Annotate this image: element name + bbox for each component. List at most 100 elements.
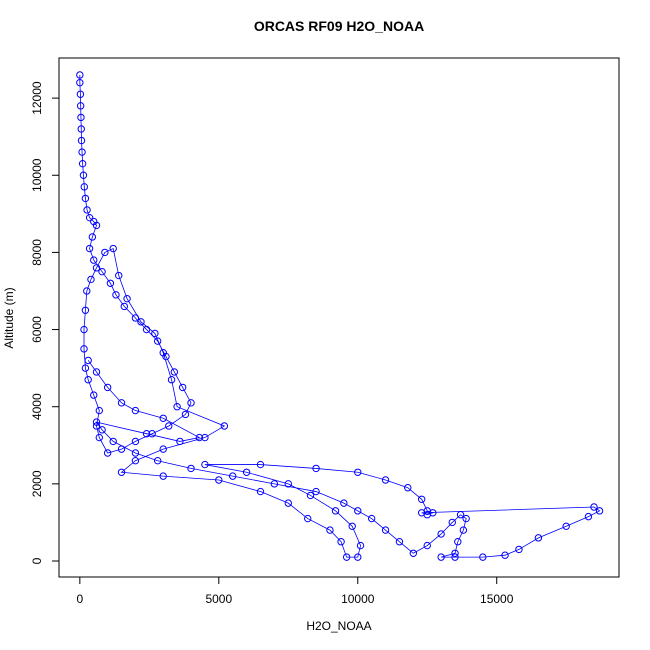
point bbox=[170, 368, 179, 376]
point bbox=[356, 541, 365, 550]
y-tick-label: 10000 bbox=[30, 158, 44, 192]
y-tick-label: 4000 bbox=[30, 393, 44, 420]
point bbox=[115, 271, 123, 280]
x-tick-label: 15000 bbox=[480, 592, 514, 606]
point bbox=[159, 414, 167, 422]
point bbox=[348, 522, 356, 530]
point bbox=[78, 159, 87, 168]
point bbox=[109, 437, 117, 446]
point bbox=[123, 294, 131, 303]
point bbox=[120, 302, 129, 311]
point bbox=[228, 472, 237, 480]
point bbox=[256, 487, 265, 496]
point bbox=[88, 233, 97, 241]
point bbox=[142, 430, 151, 438]
point bbox=[117, 468, 126, 476]
point bbox=[106, 279, 115, 287]
point bbox=[437, 553, 445, 561]
point bbox=[437, 530, 445, 538]
point bbox=[112, 291, 120, 299]
point bbox=[381, 476, 390, 484]
chart-title: ORCAS RF09 H2O_NOAA bbox=[254, 18, 424, 34]
plot-frame bbox=[58, 57, 620, 578]
point bbox=[87, 275, 95, 284]
point bbox=[501, 551, 509, 559]
point bbox=[77, 125, 85, 133]
point bbox=[590, 503, 598, 511]
point bbox=[117, 445, 126, 453]
point bbox=[76, 71, 84, 79]
point bbox=[270, 480, 279, 488]
point bbox=[187, 399, 195, 407]
point bbox=[454, 538, 462, 546]
point bbox=[354, 468, 362, 476]
point bbox=[81, 306, 90, 314]
point bbox=[103, 383, 112, 392]
point bbox=[131, 406, 140, 415]
trace-line bbox=[79, 74, 601, 558]
point bbox=[342, 553, 351, 561]
point bbox=[159, 472, 167, 480]
point bbox=[90, 256, 98, 264]
point bbox=[131, 437, 140, 446]
point bbox=[479, 553, 487, 561]
point bbox=[142, 325, 151, 334]
point bbox=[131, 314, 140, 322]
point bbox=[381, 526, 390, 534]
y-tick-label: 8000 bbox=[30, 239, 44, 266]
point bbox=[187, 464, 195, 473]
point bbox=[85, 244, 94, 253]
point bbox=[76, 102, 85, 110]
point bbox=[220, 422, 229, 430]
point bbox=[83, 287, 91, 295]
point bbox=[462, 514, 470, 523]
point bbox=[81, 364, 90, 372]
point bbox=[304, 514, 312, 523]
point bbox=[595, 507, 604, 515]
point bbox=[340, 499, 348, 507]
point bbox=[451, 553, 459, 561]
y-tick-label: 6000 bbox=[30, 316, 44, 343]
point bbox=[515, 545, 523, 554]
point bbox=[306, 491, 315, 500]
point bbox=[92, 368, 101, 376]
point bbox=[80, 183, 88, 191]
point bbox=[354, 507, 362, 515]
point bbox=[201, 433, 209, 442]
x-axis-label: H2O_NOAA bbox=[306, 619, 371, 633]
point bbox=[84, 375, 92, 384]
point bbox=[395, 538, 404, 546]
point bbox=[195, 433, 204, 442]
point bbox=[117, 399, 126, 407]
point bbox=[92, 264, 101, 272]
point bbox=[176, 437, 184, 446]
point bbox=[423, 541, 431, 550]
point bbox=[459, 526, 468, 534]
point bbox=[354, 553, 362, 561]
y-axis-label: Altitude (m) bbox=[2, 287, 16, 348]
x-tick-label: 0 bbox=[76, 592, 83, 606]
point bbox=[417, 509, 426, 517]
point bbox=[331, 507, 340, 515]
point bbox=[151, 329, 159, 338]
point bbox=[77, 113, 85, 122]
x-tick-label: 5000 bbox=[205, 592, 232, 606]
point bbox=[103, 449, 112, 457]
point bbox=[77, 136, 86, 145]
point bbox=[101, 248, 109, 257]
point bbox=[584, 512, 593, 521]
y-tick-label: 2000 bbox=[30, 470, 44, 497]
point bbox=[448, 518, 456, 527]
point bbox=[417, 495, 426, 503]
point bbox=[80, 345, 88, 353]
point bbox=[201, 460, 209, 469]
point bbox=[153, 337, 162, 345]
point bbox=[404, 484, 412, 492]
point bbox=[451, 549, 459, 557]
point bbox=[159, 348, 167, 357]
point bbox=[312, 464, 320, 473]
point bbox=[534, 534, 543, 542]
point bbox=[456, 511, 465, 519]
point bbox=[109, 244, 117, 253]
